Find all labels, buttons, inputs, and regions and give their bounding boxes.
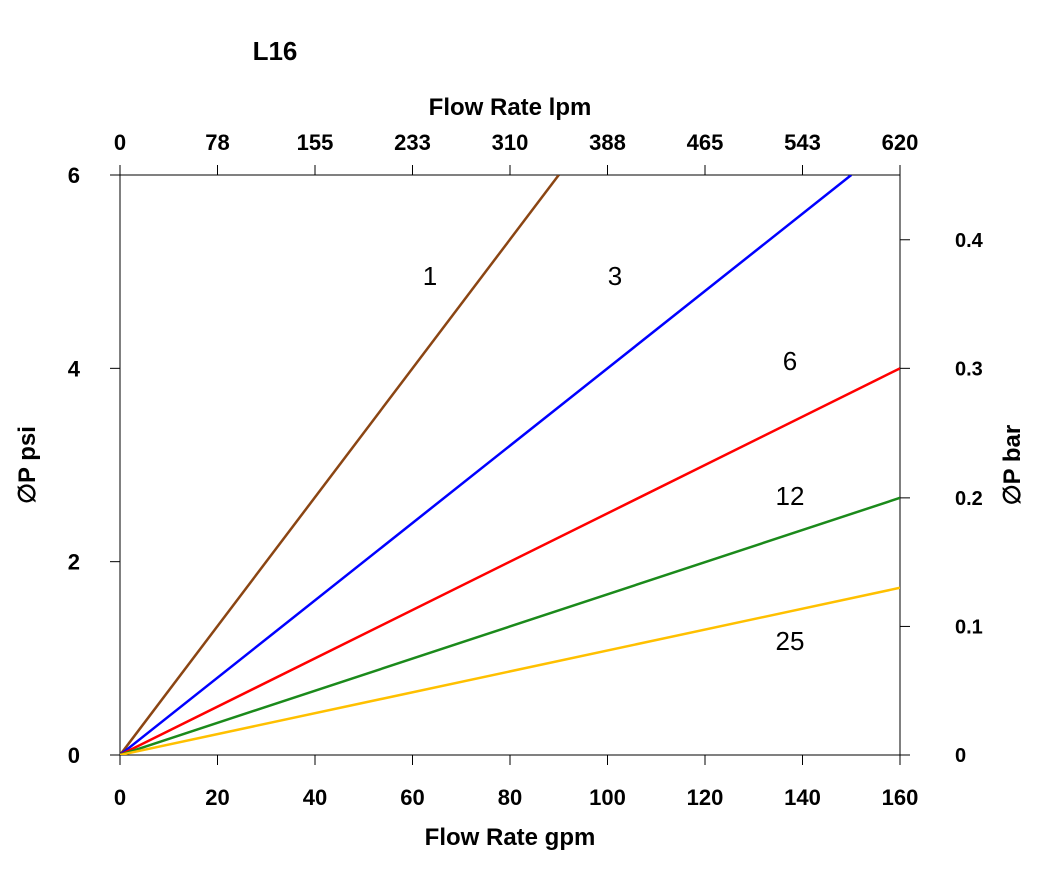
tick-label-top: 543 — [784, 130, 821, 155]
tick-label-right: 0 — [955, 745, 966, 767]
tick-label-right: 0.1 — [955, 616, 983, 638]
tick-label-top: 233 — [394, 130, 431, 155]
tick-label-bottom: 40 — [303, 785, 327, 810]
tick-label-right: 0.4 — [955, 230, 984, 252]
ticks-bottom: 0 20 40 60 80 100 120 140 160 — [114, 755, 918, 810]
ticks-top: 0 78 155 233 310 388 465 543 620 — [114, 130, 918, 175]
tick-label-bottom: 0 — [114, 785, 126, 810]
tick-label-bottom: 140 — [784, 785, 821, 810]
tick-label-right: 0.2 — [955, 488, 983, 510]
tick-label-left: 4 — [68, 356, 81, 381]
tick-label-bottom: 160 — [882, 785, 919, 810]
tick-label-top: 0 — [114, 130, 126, 155]
tick-label-top: 388 — [589, 130, 626, 155]
tick-label-top: 465 — [687, 130, 724, 155]
tick-label-bottom: 120 — [687, 785, 724, 810]
tick-label-top: 310 — [492, 130, 529, 155]
tick-label-top: 155 — [297, 130, 334, 155]
axis-title-bottom: Flow Rate gpm — [425, 824, 596, 851]
tick-label-left: 0 — [68, 743, 80, 768]
tick-label-bottom: 20 — [205, 785, 229, 810]
axis-title-left: ∅P psi — [14, 426, 41, 504]
tick-label-bottom: 100 — [589, 785, 626, 810]
series-label: 12 — [776, 481, 805, 511]
tick-label-top: 620 — [882, 130, 919, 155]
tick-label-bottom: 60 — [400, 785, 424, 810]
series-label: 6 — [783, 346, 797, 376]
ticks-left: 0 2 4 6 — [68, 163, 120, 768]
ticks-right: 0 0.1 0.2 0.3 0.4 — [900, 230, 984, 767]
tick-label-left: 6 — [68, 163, 80, 188]
axis-title-top: Flow Rate lpm — [429, 94, 592, 121]
tick-label-left: 2 — [68, 550, 80, 575]
tick-label-bottom: 80 — [498, 785, 522, 810]
chart-title: L16 — [253, 36, 298, 66]
tick-label-top: 78 — [205, 130, 229, 155]
series-label: 25 — [776, 626, 805, 656]
series-label: 1 — [423, 261, 437, 291]
chart-root: 020406080100120140160 078155233310388465… — [0, 0, 1050, 892]
axis-title-right: ∅P bar — [999, 425, 1026, 506]
tick-label-right: 0.3 — [955, 358, 983, 380]
series-label: 3 — [608, 261, 622, 291]
plot-area — [120, 175, 900, 755]
